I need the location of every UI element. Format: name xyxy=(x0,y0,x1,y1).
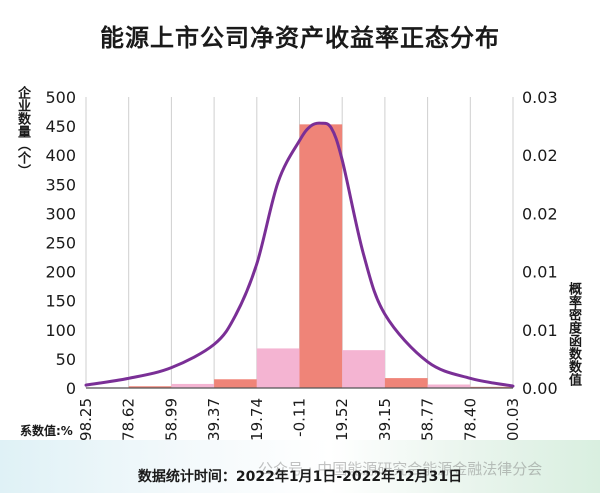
footer-band xyxy=(0,440,600,493)
x-tick-label: 19.52 xyxy=(333,398,351,441)
x-tick-label: -39.37 xyxy=(205,398,223,446)
y-tick-label-right: 0.01 xyxy=(522,263,558,282)
histogram-bar xyxy=(384,378,428,388)
x-tick-label: 58.77 xyxy=(419,398,437,441)
density-curve-layer xyxy=(84,121,515,388)
x-tick-label: 39.15 xyxy=(376,398,394,441)
chart-title: 能源上市公司净资产收益率正态分布 xyxy=(100,23,500,52)
x-tick-label: 78.40 xyxy=(461,398,479,441)
histogram-bar xyxy=(427,384,471,388)
watermark-text: 公众号 · 中国能源研究会能源金融法律分会 xyxy=(258,460,543,478)
y-tick-label-left: 50 xyxy=(56,350,76,369)
y-tick-label-left: 300 xyxy=(45,204,76,223)
footer-date-range: 数据统计时间：2022年1月1日-2022年12月31日 xyxy=(137,469,463,485)
y-tick-label-left: 250 xyxy=(45,234,76,253)
y-tick-label-left: 350 xyxy=(45,175,76,194)
y-tick-label-right: 0.03 xyxy=(522,88,558,107)
y-tick-label-left: 500 xyxy=(45,88,76,107)
y-tick-label-left: 100 xyxy=(45,321,76,340)
x-tick-label: -0.11 xyxy=(291,398,309,437)
x-tick-label: -78.62 xyxy=(120,398,138,446)
histogram-bar xyxy=(171,383,215,388)
y-axis-left-label: 企业数量（个） xyxy=(15,86,30,177)
y-tick-label-right: 0.02 xyxy=(522,146,558,165)
y-axis-right-ticks: 0.00 0.01 0.01 0.02 0.02 0.03 xyxy=(522,88,558,398)
x-axis-unit-label: 系数值:% xyxy=(20,424,73,438)
y-tick-label-left: 0 xyxy=(66,379,76,398)
y-tick-label-left: 150 xyxy=(45,292,76,311)
histogram-bar xyxy=(214,379,257,388)
y-tick-label-right: 0.01 xyxy=(522,321,558,340)
x-axis-ticks: -98.25 -78.62 -58.99 -39.37 -19.74 -0.11 19.52… xyxy=(77,398,522,451)
bar-series xyxy=(86,124,513,388)
y-tick-label-right: 0.00 xyxy=(522,379,558,398)
y-axis-right-label: 概率密度函数数值 xyxy=(566,282,581,386)
histogram-bar xyxy=(299,124,343,388)
histogram-bar xyxy=(128,386,172,388)
density-curve xyxy=(84,121,515,388)
y-axis-left-ticks: 0 50 100 150 200 250 300 350 400 450 500 xyxy=(45,88,76,398)
x-tick-label: 100.03 xyxy=(504,398,522,451)
y-tick-label-left: 400 xyxy=(45,146,76,165)
y-tick-label-right: 0.02 xyxy=(522,204,558,223)
x-tick-label: -19.74 xyxy=(248,398,266,446)
histogram-bar xyxy=(342,350,385,388)
x-tick-label: -98.25 xyxy=(77,398,95,446)
histogram-bar xyxy=(256,348,300,388)
x-tick-label: -58.99 xyxy=(162,398,180,446)
y-tick-label-left: 450 xyxy=(45,117,76,136)
y-tick-label-left: 200 xyxy=(45,263,76,282)
